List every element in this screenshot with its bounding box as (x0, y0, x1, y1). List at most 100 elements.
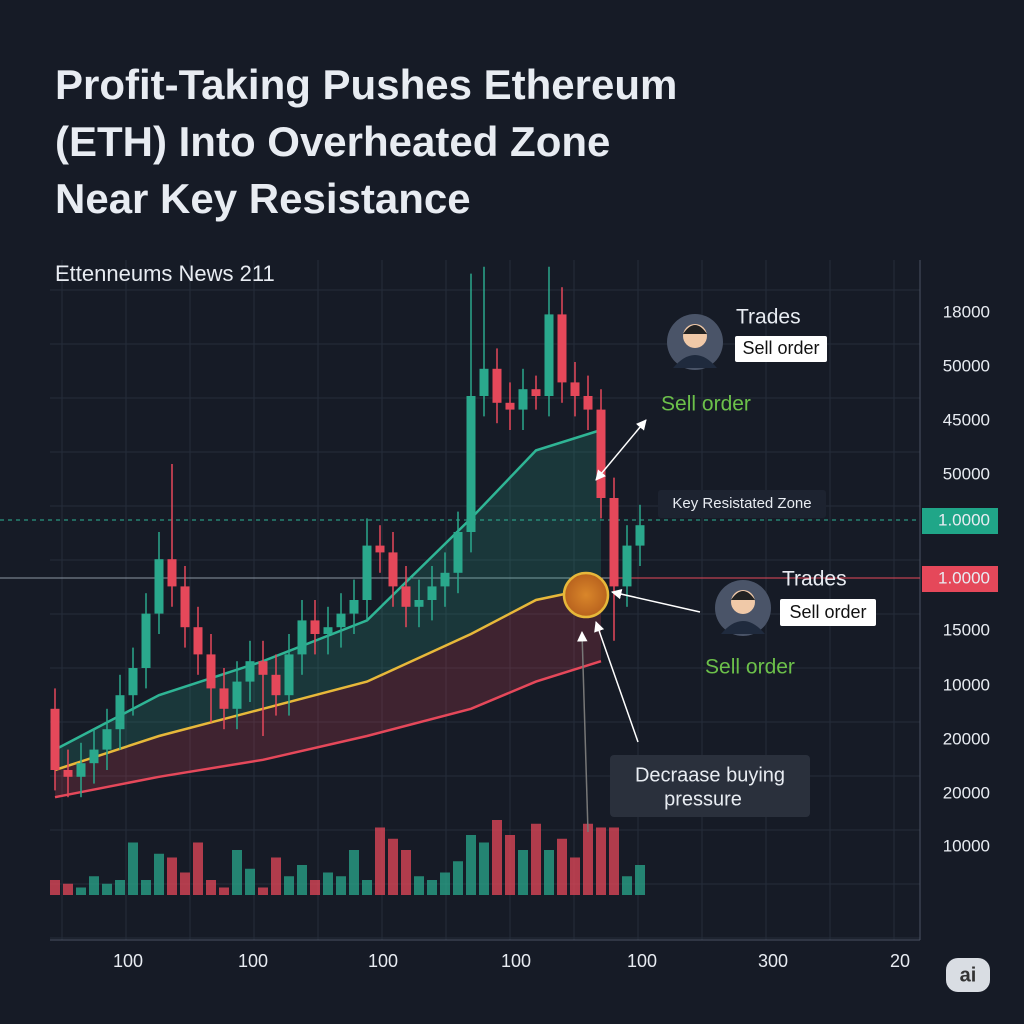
candle-body (154, 559, 164, 614)
volume-bar (609, 827, 619, 895)
candle-body (167, 559, 177, 587)
volume-bar (167, 857, 177, 895)
volume-bar (206, 880, 216, 895)
volume-bar (427, 880, 437, 895)
logo: ai (960, 964, 977, 986)
volume-bar (557, 838, 567, 895)
sell-label: Sell order (742, 338, 819, 358)
y-axis-label: 18000 (943, 302, 990, 321)
candle-body (245, 661, 255, 682)
title-line: (ETH) Into Overheated Zone (55, 118, 610, 165)
sell-green: Sell order (661, 393, 751, 416)
candle-body (336, 613, 346, 628)
candle-body (466, 396, 476, 532)
volume-bar (128, 842, 138, 895)
candle-body (362, 545, 372, 600)
volume-bar (414, 876, 424, 895)
ma-line (54, 660, 602, 799)
avatar-body (721, 621, 765, 634)
level-label: 1.0000 (938, 568, 990, 587)
candle-body (310, 620, 320, 634)
trades-label: Trades (736, 306, 801, 329)
level-box (922, 566, 998, 592)
volume-bar (245, 868, 255, 895)
candle-body (193, 627, 203, 655)
candle-body (544, 314, 554, 396)
candle-body (89, 749, 99, 764)
candle-body (453, 532, 463, 573)
sell-box (735, 336, 827, 362)
arrow (610, 588, 701, 613)
volume-bar (271, 857, 281, 895)
volume-bar (635, 865, 645, 895)
avatar-hair (731, 591, 755, 600)
candle-body (219, 688, 229, 709)
volume-bar (154, 853, 164, 895)
volume-bar (349, 850, 359, 895)
candle-body (492, 368, 502, 403)
candle-body (609, 498, 619, 587)
volume-bar (258, 887, 268, 895)
y-axis-label: 10000 (943, 675, 990, 694)
sell-label: Sell order (789, 602, 866, 622)
candle-body (583, 396, 593, 410)
y-axis-label: 15000 (943, 620, 990, 639)
candle-body (63, 770, 73, 777)
candle-body (388, 552, 398, 587)
volume-bar (466, 835, 476, 895)
candle-body (427, 586, 437, 600)
volume-bar (505, 835, 515, 895)
candle-body (349, 600, 359, 614)
volume-bar (284, 876, 294, 895)
candle-body (297, 620, 307, 655)
candle-body (518, 389, 528, 410)
x-axis-label: 100 (627, 951, 657, 971)
volume-bar (310, 880, 320, 895)
title-line: Near Key Resistance (55, 175, 471, 222)
zone-label: Key Resistated Zone (672, 495, 811, 512)
candle-body (570, 382, 580, 396)
volume-bar (453, 861, 463, 895)
volume-bar (180, 872, 190, 895)
x-axis-label: 100 (501, 951, 531, 971)
y-axis-label: 50000 (943, 356, 990, 375)
zone-box (658, 490, 826, 518)
volume-bar (596, 827, 606, 895)
x-axis-label: 20 (890, 951, 910, 971)
candle-body (115, 695, 125, 730)
x-axis-label: 100 (238, 951, 268, 971)
level-box (922, 508, 998, 534)
x-axis-label: 100 (368, 951, 398, 971)
candle-body (180, 586, 190, 628)
y-axis-label: 50000 (943, 464, 990, 483)
volume-bar (102, 883, 112, 895)
volume-bar (323, 872, 333, 895)
volume-bar (492, 820, 502, 895)
candle-body (102, 729, 112, 750)
trades-label: Trades (782, 568, 847, 591)
level-label: 1.0000 (938, 510, 990, 529)
volume-bar (362, 880, 372, 895)
x-axis-label: 100 (113, 951, 143, 971)
volume-bar (479, 842, 489, 895)
pressure-box (610, 755, 810, 817)
candle-body (284, 654, 294, 696)
candle-body (440, 572, 450, 587)
volume-bar (219, 887, 229, 895)
volume-bar (583, 823, 593, 895)
avatar-body (673, 355, 717, 368)
y-axis-label: 20000 (943, 729, 990, 748)
volume-bar (63, 883, 73, 895)
y-axis-label: 20000 (943, 783, 990, 802)
volume-bar (89, 876, 99, 895)
logo-bg (946, 958, 990, 992)
volume-bar (76, 887, 86, 895)
candle-body (258, 661, 268, 675)
plot (50, 266, 645, 895)
candle-body (128, 668, 138, 696)
candle-body (531, 389, 541, 396)
volume-bar (531, 823, 541, 895)
x-axis-label: 300 (758, 951, 788, 971)
volume-bar (544, 850, 554, 895)
